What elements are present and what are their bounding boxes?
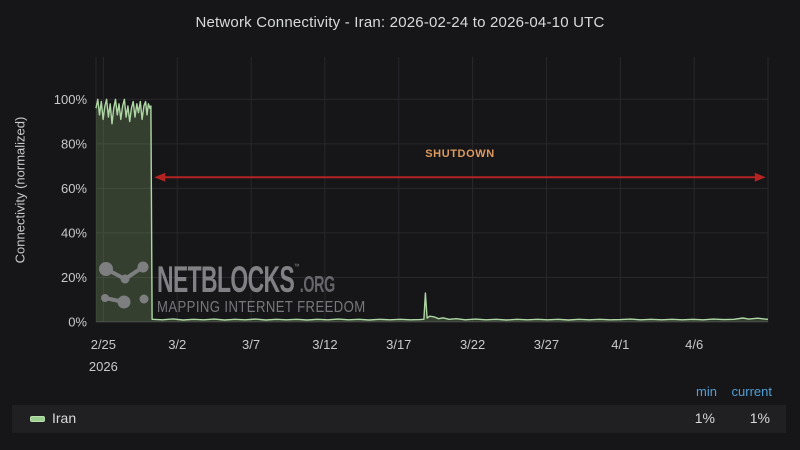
shutdown-arrow-right-head bbox=[754, 172, 766, 182]
shutdown-arrow-left-head bbox=[154, 172, 166, 182]
x-tick-label: 3/17 bbox=[386, 337, 411, 352]
y-tick-label: 20% bbox=[61, 270, 87, 285]
series-area-iran bbox=[96, 99, 768, 322]
panel-title: Network Connectivity - Iran: 2026-02-24 … bbox=[195, 14, 605, 31]
legend-row-iran[interactable]: Iran 1% 1% bbox=[12, 405, 786, 433]
legend-column-min[interactable]: min bbox=[696, 384, 717, 399]
x-tick-label: 3/7 bbox=[242, 337, 260, 352]
x-tick-label: 3/2 bbox=[168, 337, 186, 352]
series-current-value: 1% bbox=[749, 410, 770, 426]
legend: min current Iran 1% 1% bbox=[0, 380, 800, 450]
series-line-iran bbox=[95, 98, 769, 321]
x-tick-label: 3/12 bbox=[312, 337, 337, 352]
y-tick-label: 40% bbox=[61, 225, 87, 240]
series-name: Iran bbox=[52, 410, 77, 426]
x-tick-label: 3/22 bbox=[460, 337, 485, 352]
y-tick-label: 0% bbox=[68, 315, 87, 330]
x-tick-label: 4/1 bbox=[611, 337, 629, 352]
x-tick-label: 4/6 bbox=[685, 337, 703, 352]
y-tick-label: 60% bbox=[61, 181, 87, 196]
x-tick-label: 3/27 bbox=[534, 337, 559, 352]
x-tick-label: 2/25 bbox=[91, 337, 116, 352]
shutdown-annotation-label: SHUTDOWN bbox=[425, 148, 495, 160]
x-axis-year-label: 2026 bbox=[89, 359, 118, 374]
series-color-swatch bbox=[30, 416, 45, 422]
connectivity-chart[interactable]: 0% 20% 40% 60% 80% 100% 2/25 3/2 3/7 3/12 3/17 3/22… bbox=[0, 0, 800, 380]
series-min-value: 1% bbox=[694, 410, 715, 426]
y-tick-label: 100% bbox=[54, 92, 88, 107]
y-tick-label: 80% bbox=[61, 136, 87, 151]
legend-column-current[interactable]: current bbox=[731, 384, 772, 399]
